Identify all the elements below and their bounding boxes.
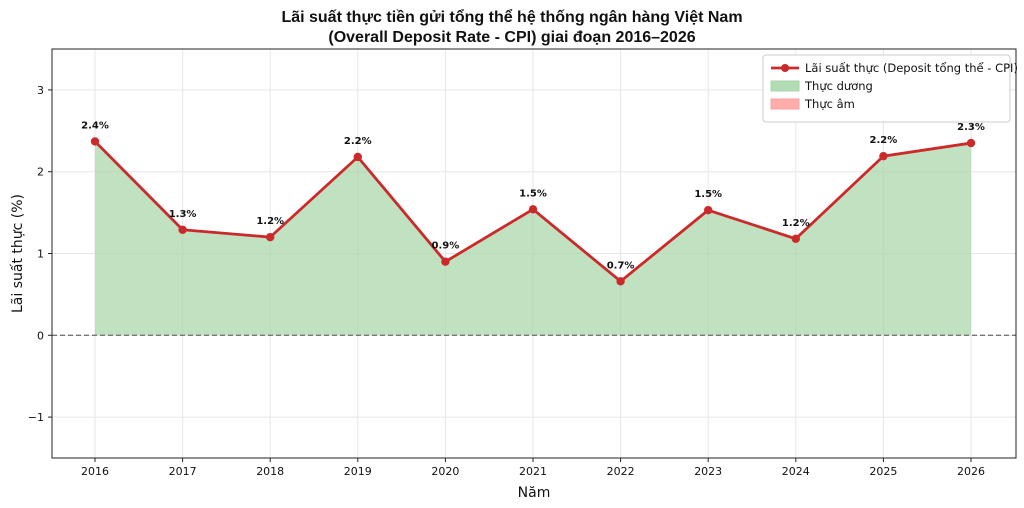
chart-title-line-1: Lãi suất thực tiền gửi tổng thể hệ thống… xyxy=(281,9,743,26)
x-tick-label: 2020 xyxy=(431,465,459,478)
data-point xyxy=(791,234,800,243)
y-tick-label: −1 xyxy=(28,411,44,424)
x-tick-label: 2023 xyxy=(694,465,722,478)
data-labels: 2.4% 1.3% 1.2% 2.2% 0.9% 1.5% 0.7% 1.5% 1.2% 2.2%… xyxy=(81,120,985,271)
data-label: 2.2% xyxy=(870,135,898,146)
data-label: 1.5% xyxy=(694,189,722,200)
data-label: 1.5% xyxy=(519,188,547,199)
legend-label-fill: Thực dương xyxy=(804,79,873,93)
x-tick-label: 2017 xyxy=(169,465,197,478)
data-points xyxy=(90,137,976,286)
data-point xyxy=(704,205,713,215)
data-point xyxy=(178,225,187,234)
legend-fill-swatch xyxy=(770,80,800,92)
y-tick-label: 3 xyxy=(37,84,44,97)
data-label: 1.3% xyxy=(169,209,197,220)
x-tick-label: 2022 xyxy=(607,465,635,478)
data-point xyxy=(353,152,362,162)
legend-fill-swatch xyxy=(770,98,800,110)
y-axis-label: Lãi suất thực (%) xyxy=(10,194,26,313)
data-point xyxy=(441,257,450,266)
legend: Lãi suất thực (Deposit tổng thể - CPI) Th… xyxy=(762,54,1018,123)
legend-label-fill: Thực âm xyxy=(804,97,855,111)
legend-marker xyxy=(781,64,789,72)
x-tick-label: 2019 xyxy=(344,465,372,478)
x-tick-label: 2021 xyxy=(519,465,547,478)
x-axis-label: Năm xyxy=(518,485,551,501)
x-tick-label: 2025 xyxy=(869,465,897,478)
data-label: 1.2% xyxy=(782,218,810,229)
data-label: 2.2% xyxy=(344,136,372,147)
data-label: 0.9% xyxy=(432,241,460,252)
data-point xyxy=(266,232,275,242)
y-axis-ticks: −1 0 1 2 3 xyxy=(28,84,52,424)
y-tick-label: 0 xyxy=(37,329,44,342)
data-label: 2.3% xyxy=(957,122,985,133)
data-label: 0.7% xyxy=(607,260,635,271)
data-point xyxy=(966,138,976,148)
data-label: 2.4% xyxy=(81,120,109,131)
y-tick-label: 1 xyxy=(37,248,44,261)
legend-label-series: Lãi suất thực (Deposit tổng thể - CPI) xyxy=(805,61,1018,75)
data-point xyxy=(528,205,538,214)
data-label: 1.2% xyxy=(256,216,284,227)
x-tick-label: 2024 xyxy=(782,465,810,478)
y-tick-label: 2 xyxy=(37,166,44,179)
data-point xyxy=(90,137,100,146)
data-point xyxy=(879,151,888,161)
x-axis-ticks: 2016 2017 2018 2019 2020 2021 2022 2023 2024 2025… xyxy=(81,458,985,478)
x-tick-label: 2016 xyxy=(81,465,109,478)
x-tick-label: 2018 xyxy=(256,465,284,478)
chart-title-line-2: (Overall Deposit Rate - CPI) giai đoạn 2… xyxy=(328,29,696,46)
legend-box xyxy=(762,54,1011,123)
data-point xyxy=(616,277,625,286)
x-tick-label: 2026 xyxy=(957,465,985,478)
positive-fill-area xyxy=(95,141,971,336)
